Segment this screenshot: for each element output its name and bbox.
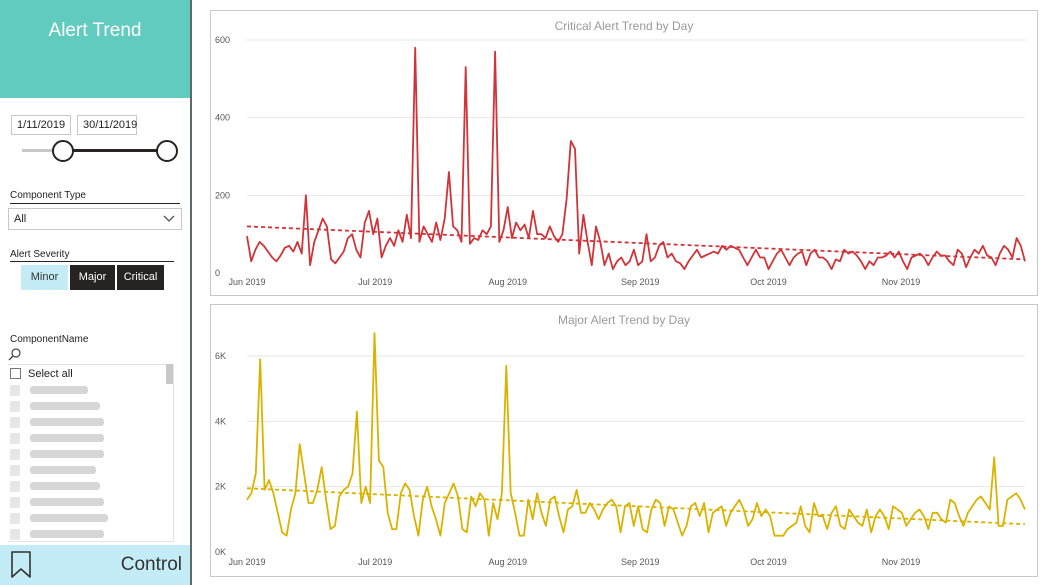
- severity-critical-button[interactable]: Critical: [117, 265, 164, 290]
- control-label: Control: [120, 554, 182, 575]
- trend-line: [246, 487, 1026, 526]
- component-type-dropdown[interactable]: All: [8, 208, 182, 230]
- list-item[interactable]: [10, 433, 20, 444]
- checkbox-icon[interactable]: [10, 368, 21, 379]
- list-item: [30, 434, 104, 442]
- date-slider-range: [63, 149, 167, 152]
- x-tick-label: Sep 2019: [621, 277, 660, 287]
- control-footer[interactable]: Control: [0, 545, 190, 585]
- x-tick-label: Nov 2019: [882, 557, 921, 567]
- component-type-label: Component Type: [10, 190, 86, 201]
- severity-minor-button[interactable]: Minor: [21, 265, 68, 290]
- list-scrollbar[interactable]: [166, 364, 173, 384]
- alert-severity-divider: [10, 261, 174, 262]
- search-icon[interactable]: [8, 347, 22, 361]
- y-tick-label: 2K: [215, 482, 226, 492]
- y-tick-label: 200: [215, 190, 230, 200]
- y-tick-label: 600: [215, 35, 230, 45]
- list-item[interactable]: [10, 497, 20, 508]
- series-line: [246, 332, 1026, 537]
- chevron-down-icon: [163, 215, 175, 222]
- list-item[interactable]: [10, 449, 20, 460]
- list-item[interactable]: [10, 513, 20, 524]
- critical-alert-chart-svg: 0 200 400 600 Jun 2019 Jul 2019 Aug 2019 Sep 20…: [215, 35, 1026, 287]
- component-type-value: All: [14, 213, 27, 225]
- critical-alert-chart: Critical Alert Trend by Day 0 200 400 600 Ju…: [210, 10, 1038, 296]
- list-item: [30, 498, 104, 506]
- severity-major-button[interactable]: Major: [70, 265, 115, 290]
- major-alert-chart-svg: 0K 2K 4K 6K Jun 2019 Jul 2019 Aug 2019 Sep 2019…: [215, 332, 1026, 567]
- list-item[interactable]: [10, 529, 20, 540]
- list-item: [30, 402, 100, 410]
- sidebar-header: Alert Trend: [0, 0, 190, 98]
- list-item[interactable]: [10, 401, 20, 412]
- page-title: Alert Trend: [48, 20, 142, 41]
- chart-title: Major Alert Trend by Day: [557, 313, 691, 327]
- list-item: [30, 386, 88, 394]
- date-slider-start-handle[interactable]: [52, 140, 74, 162]
- y-tick-label: 0: [215, 268, 220, 278]
- series-line: [246, 46, 1026, 271]
- select-all-label[interactable]: Select all: [28, 368, 73, 380]
- chart-title: Critical Alert Trend by Day: [554, 19, 694, 33]
- alert-severity-label: Alert Severity: [10, 249, 70, 260]
- date-end-input[interactable]: 30/11/2019: [77, 115, 137, 135]
- sidebar: Alert Trend 1/11/2019 30/11/2019 Compone…: [0, 0, 192, 585]
- list-item: [30, 482, 100, 490]
- major-alert-chart: Major Alert Trend by Day 0K 2K 4K 6K Jun 201…: [210, 304, 1038, 577]
- list-item: [30, 418, 104, 426]
- x-tick-label: Jul 2019: [358, 557, 392, 567]
- date-slider-end-handle[interactable]: [156, 140, 178, 162]
- component-name-label: ComponentName: [10, 334, 89, 345]
- trend-line: [246, 225, 1026, 261]
- list-item: [30, 530, 104, 538]
- x-tick-label: Oct 2019: [750, 557, 787, 567]
- y-tick-label: 0K: [215, 547, 226, 557]
- x-tick-label: Jun 2019: [228, 557, 265, 567]
- list-item[interactable]: [10, 481, 20, 492]
- bookmark-icon[interactable]: [10, 551, 32, 579]
- list-item: [30, 514, 108, 522]
- x-tick-label: Aug 2019: [488, 557, 527, 567]
- list-item[interactable]: [10, 417, 20, 428]
- component-name-list: Select all: [8, 364, 174, 542]
- y-tick-label: 400: [215, 113, 230, 123]
- component-type-divider: [10, 203, 180, 204]
- y-tick-label: 4K: [215, 416, 226, 426]
- x-tick-label: Oct 2019: [750, 277, 787, 287]
- x-tick-label: Jun 2019: [228, 277, 265, 287]
- list-item[interactable]: [10, 465, 20, 476]
- date-start-input[interactable]: 1/11/2019: [11, 115, 71, 135]
- x-tick-label: Sep 2019: [621, 557, 660, 567]
- x-tick-label: Aug 2019: [488, 277, 527, 287]
- list-item[interactable]: [10, 385, 20, 396]
- list-item: [30, 466, 96, 474]
- list-item: [30, 450, 104, 458]
- x-tick-label: Nov 2019: [882, 277, 921, 287]
- x-tick-label: Jul 2019: [358, 277, 392, 287]
- y-tick-label: 6K: [215, 351, 226, 361]
